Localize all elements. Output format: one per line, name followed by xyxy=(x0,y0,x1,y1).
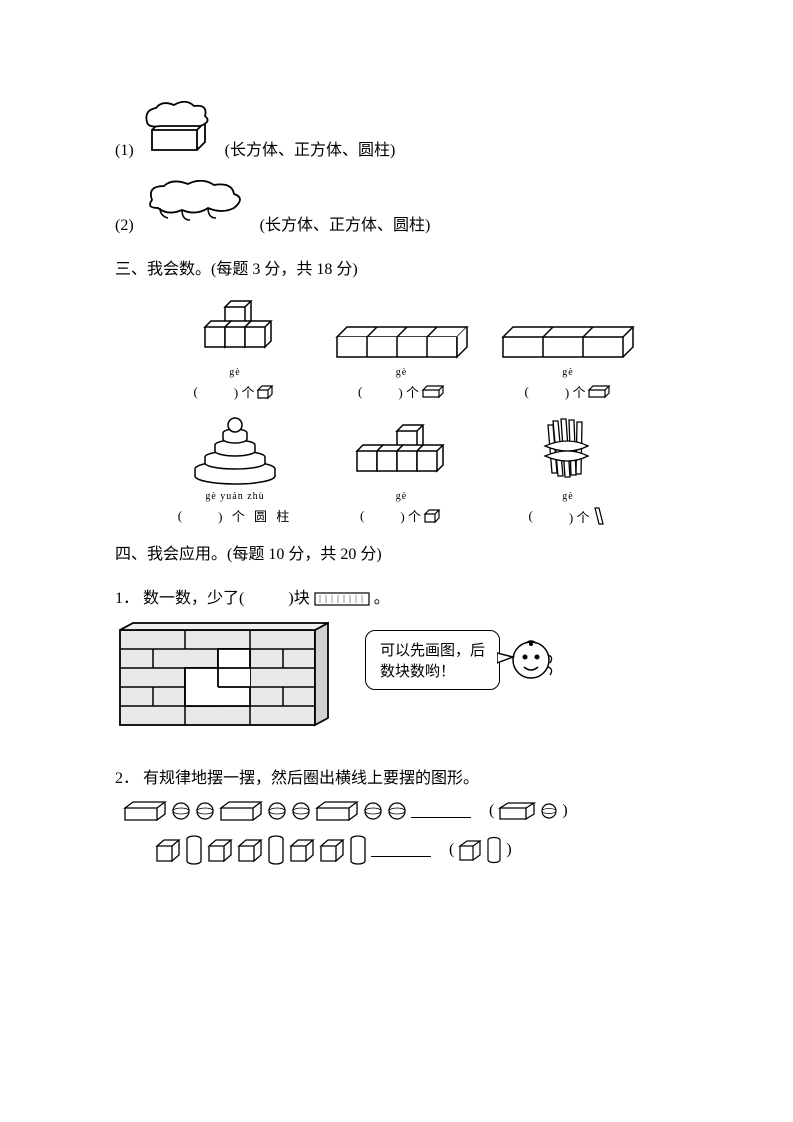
sphere-icon xyxy=(363,801,383,821)
q4-1-period: 。 xyxy=(374,590,390,607)
bubble-line-2: 数块数哟！ xyxy=(380,660,485,681)
question-1: (1) (长方体、正方体、圆柱) xyxy=(115,100,678,160)
count-item-3: gè ( ) 个 xyxy=(488,297,648,401)
cylinder-icon xyxy=(486,836,502,864)
sphere-icon xyxy=(540,802,558,820)
stick-icon xyxy=(591,506,607,526)
lp4: ( xyxy=(178,508,182,524)
count-item-1: gè ( ) 个 xyxy=(155,297,315,401)
section-4-q2: 2． 有规律地摆一摆，然后圈出横线上要摆的图形。 ( ) xyxy=(115,764,678,866)
count-row-1: gè ( ) 个 xyxy=(155,297,648,401)
cylinder-icon xyxy=(267,834,285,866)
pinyin-6: gè xyxy=(562,491,573,502)
sphere-icon xyxy=(291,801,311,821)
cube-icon xyxy=(289,837,315,863)
count-item-6: gè ( ) 个 xyxy=(488,421,648,526)
paren-close: ) xyxy=(562,802,567,820)
pinyin-3: gè xyxy=(562,367,573,378)
pattern-row-2: ( ) xyxy=(155,834,678,866)
cylinder-icon xyxy=(185,834,203,866)
sphere-icon xyxy=(267,801,287,821)
q4-1-ta: 数一数，少了( xyxy=(143,590,244,607)
lpo1: ) 个 xyxy=(234,382,255,401)
cuboid-icon xyxy=(219,800,263,822)
pinyin-5: gè xyxy=(396,491,407,502)
lp5: ( xyxy=(360,508,364,524)
q4-2-num: 2． xyxy=(115,770,139,787)
count-item-5: gè ( ) 个 xyxy=(322,421,482,526)
cube-icon xyxy=(155,837,181,863)
q1-options: (长方体、正方体、圆柱) xyxy=(225,136,396,160)
lpo5: ) 个 xyxy=(400,506,421,525)
paren-close: ) xyxy=(506,841,511,859)
bubble-line-1: 可以先画图，后 xyxy=(380,639,485,660)
q1-shape xyxy=(142,100,217,160)
pattern-row-1: ( ) xyxy=(123,800,678,822)
section-4-q1: 1． 数一数，少了( )块 。 xyxy=(115,584,678,740)
section-4-title: 四、我会应用。(每题 10 分，共 20 分) xyxy=(115,540,678,564)
q2-num: (2) xyxy=(115,217,134,235)
count-item-2: gè ( ) 个 xyxy=(322,297,482,401)
lp3: ( xyxy=(525,384,529,400)
cuboid-icon xyxy=(421,385,445,399)
sphere-icon xyxy=(195,801,215,821)
pinyin-4: gè yuán zhù xyxy=(205,491,264,502)
cuboid-icon xyxy=(315,800,359,822)
blank-line[interactable] xyxy=(411,804,471,818)
cube-icon xyxy=(458,838,482,862)
cube-icon xyxy=(423,508,443,524)
sphere-icon xyxy=(387,801,407,821)
brick-wall xyxy=(115,620,335,740)
cuboid-icon xyxy=(587,385,611,399)
lpo6: ) 个 xyxy=(569,507,590,526)
lp2: ( xyxy=(358,384,362,400)
cuboid-icon xyxy=(123,800,167,822)
lpo4: ) 个 圆 柱 xyxy=(218,506,292,525)
blank-line[interactable] xyxy=(371,843,431,857)
cube-icon xyxy=(207,837,233,863)
pinyin-2: gè xyxy=(396,367,407,378)
pinyin-1: gè xyxy=(229,367,240,378)
hint-bubble: 可以先画图，后 数块数哟！ xyxy=(365,630,500,690)
q2-shape xyxy=(142,180,252,235)
cuboid-icon xyxy=(498,801,536,821)
lpo2: ) 个 xyxy=(398,382,419,401)
cube-icon xyxy=(256,384,276,400)
cube-icon xyxy=(319,837,345,863)
cube-icon xyxy=(237,837,263,863)
count-item-4: gè yuán zhù ( ) 个 圆 柱 xyxy=(155,421,315,526)
q1-num: (1) xyxy=(115,142,134,160)
q4-1-tb: )块 xyxy=(288,590,309,607)
cylinder-icon xyxy=(349,834,367,866)
count-row-2: gè yuán zhù ( ) 个 圆 柱 xyxy=(155,421,648,526)
q4-2-text: 有规律地摆一摆，然后圈出横线上要摆的图形。 xyxy=(143,770,479,787)
lp1: ( xyxy=(194,384,198,400)
q4-1-num: 1． xyxy=(115,590,139,607)
lp6: ( xyxy=(529,508,533,524)
section-3-title: 三、我会数。(每题 3 分，共 18 分) xyxy=(115,255,678,279)
q2-options: (长方体、正方体、圆柱) xyxy=(260,211,431,235)
lpo3: ) 个 xyxy=(565,382,586,401)
question-2: (2) (长方体、正方体、圆柱) xyxy=(115,180,678,235)
paren-open: ( xyxy=(489,802,494,820)
brick-icon xyxy=(314,592,370,606)
sphere-icon xyxy=(171,801,191,821)
paren-open: ( xyxy=(449,841,454,859)
